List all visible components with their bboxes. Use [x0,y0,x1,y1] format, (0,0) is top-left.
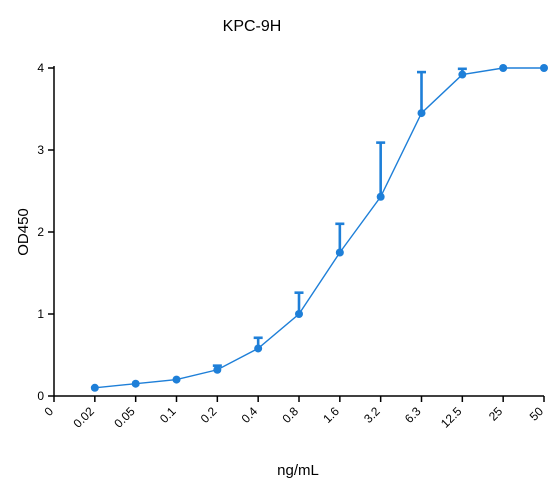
axes [53,66,544,397]
data-point [458,70,467,79]
data-point [295,310,303,318]
x-tick-label: 25 [486,404,506,424]
data-point [172,375,181,384]
data-point [540,64,548,72]
y-axis-label: OD450 [15,208,32,256]
data-point [499,64,508,72]
x-tick-label: 50 [527,404,547,424]
series [90,64,548,392]
x-tick-label: 0.4 [239,404,261,426]
y-tick-label: 2 [37,225,44,239]
x-axis-label: ng/mL [277,462,319,479]
y-ticks: 0 1 2 3 4 [37,61,54,403]
data-point [335,248,344,257]
chart-title: KPC-9H [223,18,282,35]
data-point [376,192,385,201]
x-tick-label: 6.3 [402,404,424,426]
x-tick-label: 3.2 [361,404,383,426]
data-point [90,383,99,392]
y-tick-label: 3 [37,143,44,157]
x-tick-label: 0.02 [71,404,98,431]
x-tick-label: 12.5 [438,404,465,431]
data-point [213,365,222,374]
data-point [131,379,140,388]
y-tick-label: 4 [37,61,44,75]
data-point [254,344,263,353]
series-line [94,67,544,389]
y-tick-label: 1 [37,307,44,321]
x-tick-label: 0.8 [279,404,301,426]
x-ticks: 0 0.02 0.05 0.1 0.2 0.4 0.8 1.6 3.2 6.3 12.5 25 50 [41,396,546,431]
x-tick-label: 0.2 [198,404,220,426]
x-tick-label: 0.1 [157,404,179,426]
y-tick-label: 0 [37,389,44,403]
data-point [417,109,426,118]
x-tick-label: 0.05 [111,404,138,431]
x-tick-label: 0 [41,404,56,419]
x-tick-label: 1.6 [320,404,342,426]
